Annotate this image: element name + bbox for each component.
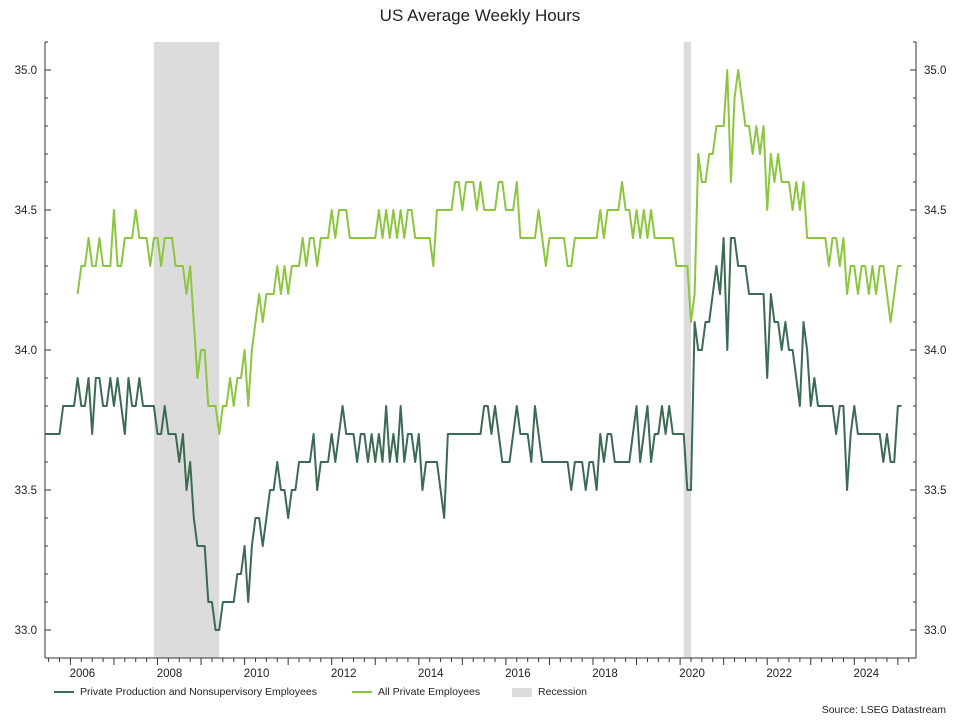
legend-label-recession: Recession [538, 686, 588, 698]
series-line-all-private [76, 69, 902, 435]
axis-layer: 33.0 33.0 33.5 33.5 34.0 34.0 34.5 34.5 35.0 35.0… [15, 41, 946, 680]
x-tick-label: 2010 [244, 668, 270, 680]
x-tick-label: 2006 [70, 668, 96, 680]
legend-item-all-private: All Private Employees [352, 686, 480, 698]
recession-band [683, 42, 691, 658]
y-tick-label-left: 35.0 [15, 65, 37, 77]
x-tick-label: 2008 [157, 668, 183, 680]
legend-swatch-recession [512, 687, 532, 697]
x-tick-label: 2024 [854, 668, 880, 680]
x-tick-label: 2016 [505, 668, 531, 680]
y-tick-label-right: 34.5 [924, 205, 946, 217]
y-tick-label-right: 33.5 [924, 485, 946, 497]
legend-item-production: Private Production and Nonsupervisory Em… [54, 686, 317, 698]
y-tick-label-left: 34.5 [15, 205, 37, 217]
x-tick-label: 2014 [418, 668, 444, 680]
y-tick-label-left: 33.0 [15, 625, 37, 637]
legend-label-production: Private Production and Nonsupervisory Em… [80, 686, 317, 698]
y-tick-label-right: 34.0 [924, 345, 946, 357]
recession-layer [153, 42, 691, 658]
legend-label-all-private: All Private Employees [378, 686, 481, 698]
y-tick-label-left: 34.0 [15, 345, 37, 357]
series-layer [45, 69, 902, 631]
source-note: Source: LSEG Datastream [821, 704, 946, 716]
x-tick-label: 2020 [679, 668, 705, 680]
recession-band [153, 42, 220, 658]
chart-title: US Average Weekly Hours [379, 6, 581, 25]
series-line-production [45, 237, 902, 631]
x-tick-label: 2012 [331, 668, 357, 680]
legend-item-recession: Recession [512, 686, 587, 698]
legend-swatch-production [54, 691, 74, 693]
legend-swatch-all-private [352, 691, 372, 693]
y-tick-label-left: 33.5 [15, 485, 37, 497]
x-tick-label: 2018 [592, 668, 618, 680]
y-tick-label-right: 33.0 [924, 625, 946, 637]
y-tick-label-right: 35.0 [924, 65, 946, 77]
x-tick-label: 2022 [766, 668, 792, 680]
